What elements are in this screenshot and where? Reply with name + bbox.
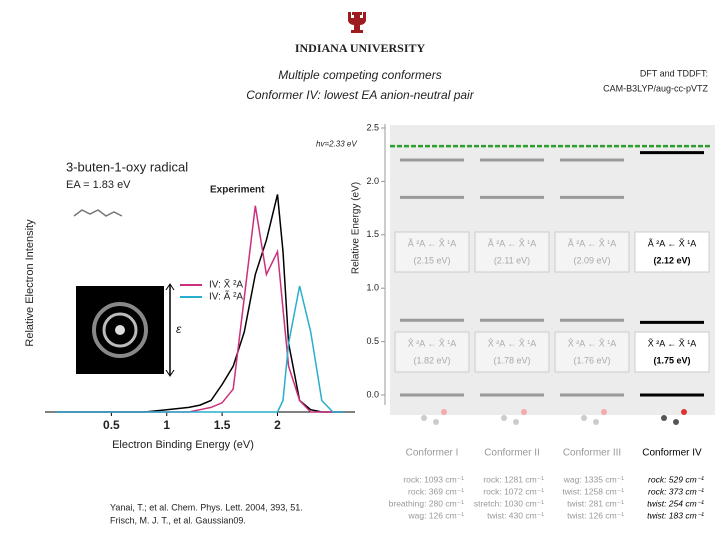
label-box [634,331,710,373]
x-axis-label: Electron Binding Energy (eV) [112,439,254,451]
vibration: rock: 369 cm⁻¹ [408,486,464,496]
conformer-label: Conformer I [406,448,459,459]
y-axis-label: Relative Electron Intensity [24,219,36,347]
transition-energy: (2.09 eV) [573,255,610,265]
label-box [554,231,630,273]
conformer-label: Conformer IV [642,448,702,459]
spectrum-line [56,285,344,413]
molecule-atom [673,419,679,425]
annotation: ε [176,322,182,336]
label-box [394,331,470,373]
transition-label: Ã ²A ← X̃ ¹A [568,238,617,248]
x-tick-label: 0.5 [103,418,120,432]
transition-label: Ã ²A ← X̃ ¹A [648,238,697,248]
conformer-label: Conformer III [563,448,621,459]
transition-label: X̃ ²A ← X̃ ¹A [408,338,457,348]
transition-energy: (1.78 eV) [493,355,530,365]
photon-label: hv=2.33 eV [316,139,357,148]
molecule-atom [681,409,687,415]
label-box [474,331,550,373]
university: INDIANA UNIVERSITY [295,41,426,55]
legend-label: Experiment [210,185,265,196]
iu-logo [348,12,366,33]
vibration: rock: 1281 cm⁻¹ [483,474,544,484]
transition-label: X̃ ²A ← X̃ ¹A [488,338,537,348]
chart-title: 3-buten-1-oxy radical [66,159,188,174]
conformer-label: Conformer II [484,448,540,459]
y-tick-label: 2.5 [366,122,379,132]
x-tick-label: 2 [274,418,281,432]
title: Multiple competing conformers [278,68,441,82]
molecule-atom [601,409,607,415]
y-tick-label: 1.5 [366,229,379,239]
legend-label: IV: X̃ ²A [209,278,243,291]
vibration: wag: 1335 cm⁻¹ [563,474,624,484]
legend-label: IV: Ã ²A [209,290,243,303]
label-box [554,331,630,373]
vibration: rock: 1093 cm⁻¹ [403,474,464,484]
transition-energy: (1.75 eV) [653,355,690,365]
method: DFT and TDDFT: [640,68,708,78]
transition-energy: (1.82 eV) [413,355,450,365]
transition-label: Ã ²A ← X̃ ¹A [488,238,537,248]
vibration: twist: 126 cm⁻¹ [567,510,624,520]
vibration: rock: 373 cm⁻¹ [648,486,704,496]
molecule-atom [433,419,439,425]
reference: Yanai, T.; et al. Chem. Phys. Lett. 2004… [110,502,303,512]
y-tick-label: 0.0 [366,389,379,399]
molecule-atom [513,419,519,425]
vibration: breathing: 280 cm⁻¹ [389,498,465,508]
transition-label: X̃ ²A ← X̃ ¹A [568,338,617,348]
label-box [394,231,470,273]
vibration: rock: 529 cm⁻¹ [648,474,704,484]
subtitle: Conformer IV: lowest EA anion-neutral pa… [246,88,474,102]
x-tick-label: 1 [163,418,170,432]
molecule-atom [661,415,667,421]
transition-label: X̃ ²A ← X̃ ¹A [648,338,697,348]
transition-energy: (2.15 eV) [413,255,450,265]
vibration: twist: 254 cm⁻¹ [647,498,704,508]
transition-energy: (1.76 eV) [573,355,610,365]
vibration: twist: 281 cm⁻¹ [567,498,624,508]
vibration: wag: 126 cm⁻¹ [407,510,464,520]
transition-energy: (2.11 eV) [494,255,530,265]
molecule-atom [421,415,427,421]
y-tick-label: 0.5 [366,336,379,346]
vmi-image [76,286,164,374]
molecule-atom [581,415,587,421]
molecule-atom [521,409,527,415]
method: CAM-B3LYP/aug-cc-pVTZ [603,83,708,93]
y-tick-label: 2.0 [366,176,379,186]
molecule-atom [593,419,599,425]
label-box [634,231,710,273]
vibration: twist: 430 cm⁻¹ [487,510,544,520]
molecule-atom [441,409,447,415]
molecule-sketch [73,209,123,217]
molecule-atom [501,415,507,421]
arrowheads [165,283,175,377]
reference: Frisch, M. J. T., et al. Gaussian09. [110,515,246,525]
vibration: twist: 1258 cm⁻¹ [562,486,624,496]
vibration: rock: 1072 cm⁻¹ [483,486,544,496]
vibration: twist: 183 cm⁻¹ [647,510,704,520]
y-tick-label: 1.0 [366,283,379,293]
label-box [474,231,550,273]
chart-subtitle: EA = 1.83 eV [66,179,131,191]
transition-label: Ã ²A ← X̃ ¹A [408,238,457,248]
vibration: stretch: 1030 cm⁻¹ [474,498,544,508]
transition-energy: (2.12 eV) [653,255,690,265]
x-tick-label: 1.5 [214,418,231,432]
y-axis-label: Relative Energy (eV) [351,182,362,274]
